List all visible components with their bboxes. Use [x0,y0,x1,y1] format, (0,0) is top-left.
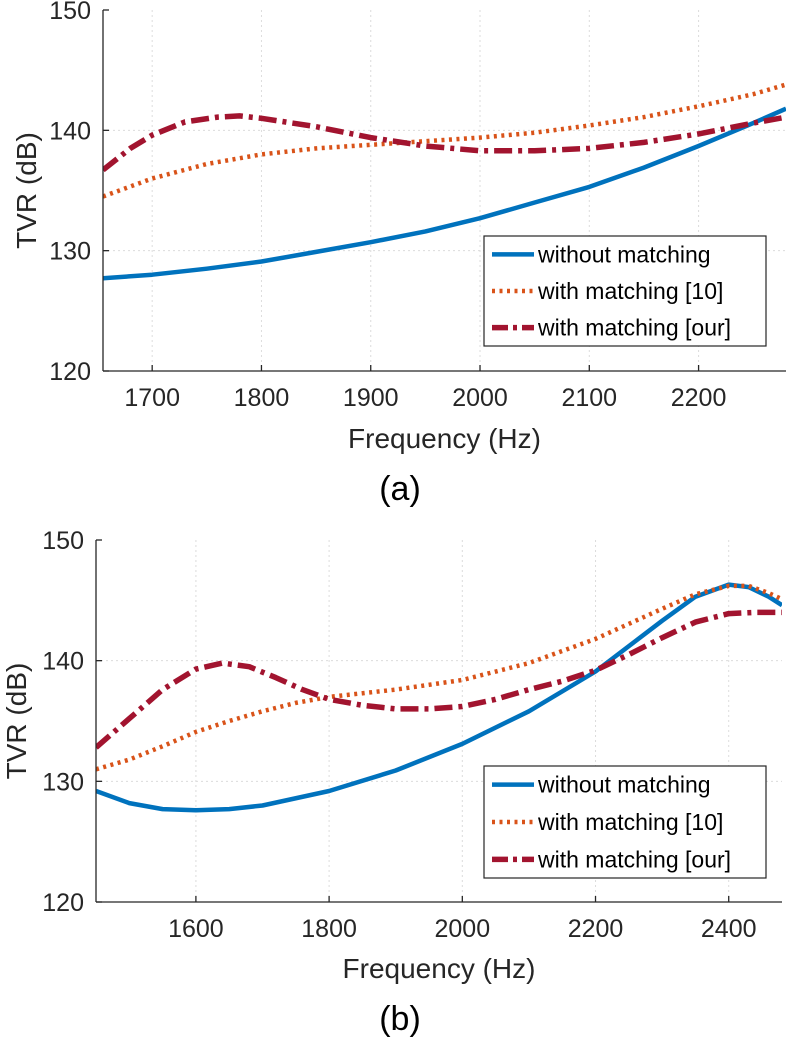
series-line-with-matching-10 [96,583,782,772]
x-tick-label: 1800 [234,384,290,412]
panel-label: (a) [379,470,421,508]
x-axis-label: Frequency (Hz) [343,953,536,984]
legend-entry: with matching [our] [537,315,731,341]
series-line-without-matching [103,106,786,281]
legend-entry: without matching [537,241,711,267]
x-axis-label: Frequency (Hz) [348,423,541,454]
x-tick-label: 2200 [568,915,624,943]
y-axis-label: TVR (dB) [11,132,42,249]
y-tick-label: 120 [42,889,84,917]
legend-entry: with matching [our] [537,846,731,872]
series-line-with-matching-our [96,609,782,750]
x-tick-label: 2400 [701,915,757,943]
chart-panel-b: 1600 1800 2000 2200 2400 120 130 140 150 Frequenc… [1,527,782,1038]
legend-entry: without matching [537,772,711,798]
y-tick-label: 150 [42,527,84,555]
legend: without matching with matching [10] with m… [483,235,767,347]
x-tick-label: 1900 [343,384,399,412]
y-tick-label: 130 [49,238,91,266]
series-line-with-matching-10 [103,82,786,199]
y-tick-label: 140 [42,648,84,676]
x-tick-label: 2000 [434,915,490,943]
y-tick-label: 130 [42,768,84,796]
x-tick-label: 2000 [452,384,508,412]
y-tick-label: 150 [49,0,91,25]
x-tick-label: 1700 [124,384,180,412]
x-tick-label: 2200 [671,384,727,412]
y-tick-label: 120 [49,358,91,386]
series-group [103,82,786,281]
x-tick-label: 1600 [168,915,224,943]
panel-label: (b) [379,1000,421,1038]
legend-entry: with matching [10] [537,809,723,835]
y-tick-label: 140 [49,117,91,145]
chart-panel-a: 1700 1800 1900 2000 2100 2200 120 130 140 150 Freq… [11,0,786,508]
y-axis-label: TVR (dB) [1,663,32,780]
x-tick-label: 1800 [301,915,357,943]
legend: without matching with matching [10] with m… [483,765,767,879]
x-tick-label: 2100 [561,384,617,412]
legend-entry: with matching [10] [537,278,723,304]
series-group [96,582,782,813]
series-line-with-matching-our [103,113,786,173]
